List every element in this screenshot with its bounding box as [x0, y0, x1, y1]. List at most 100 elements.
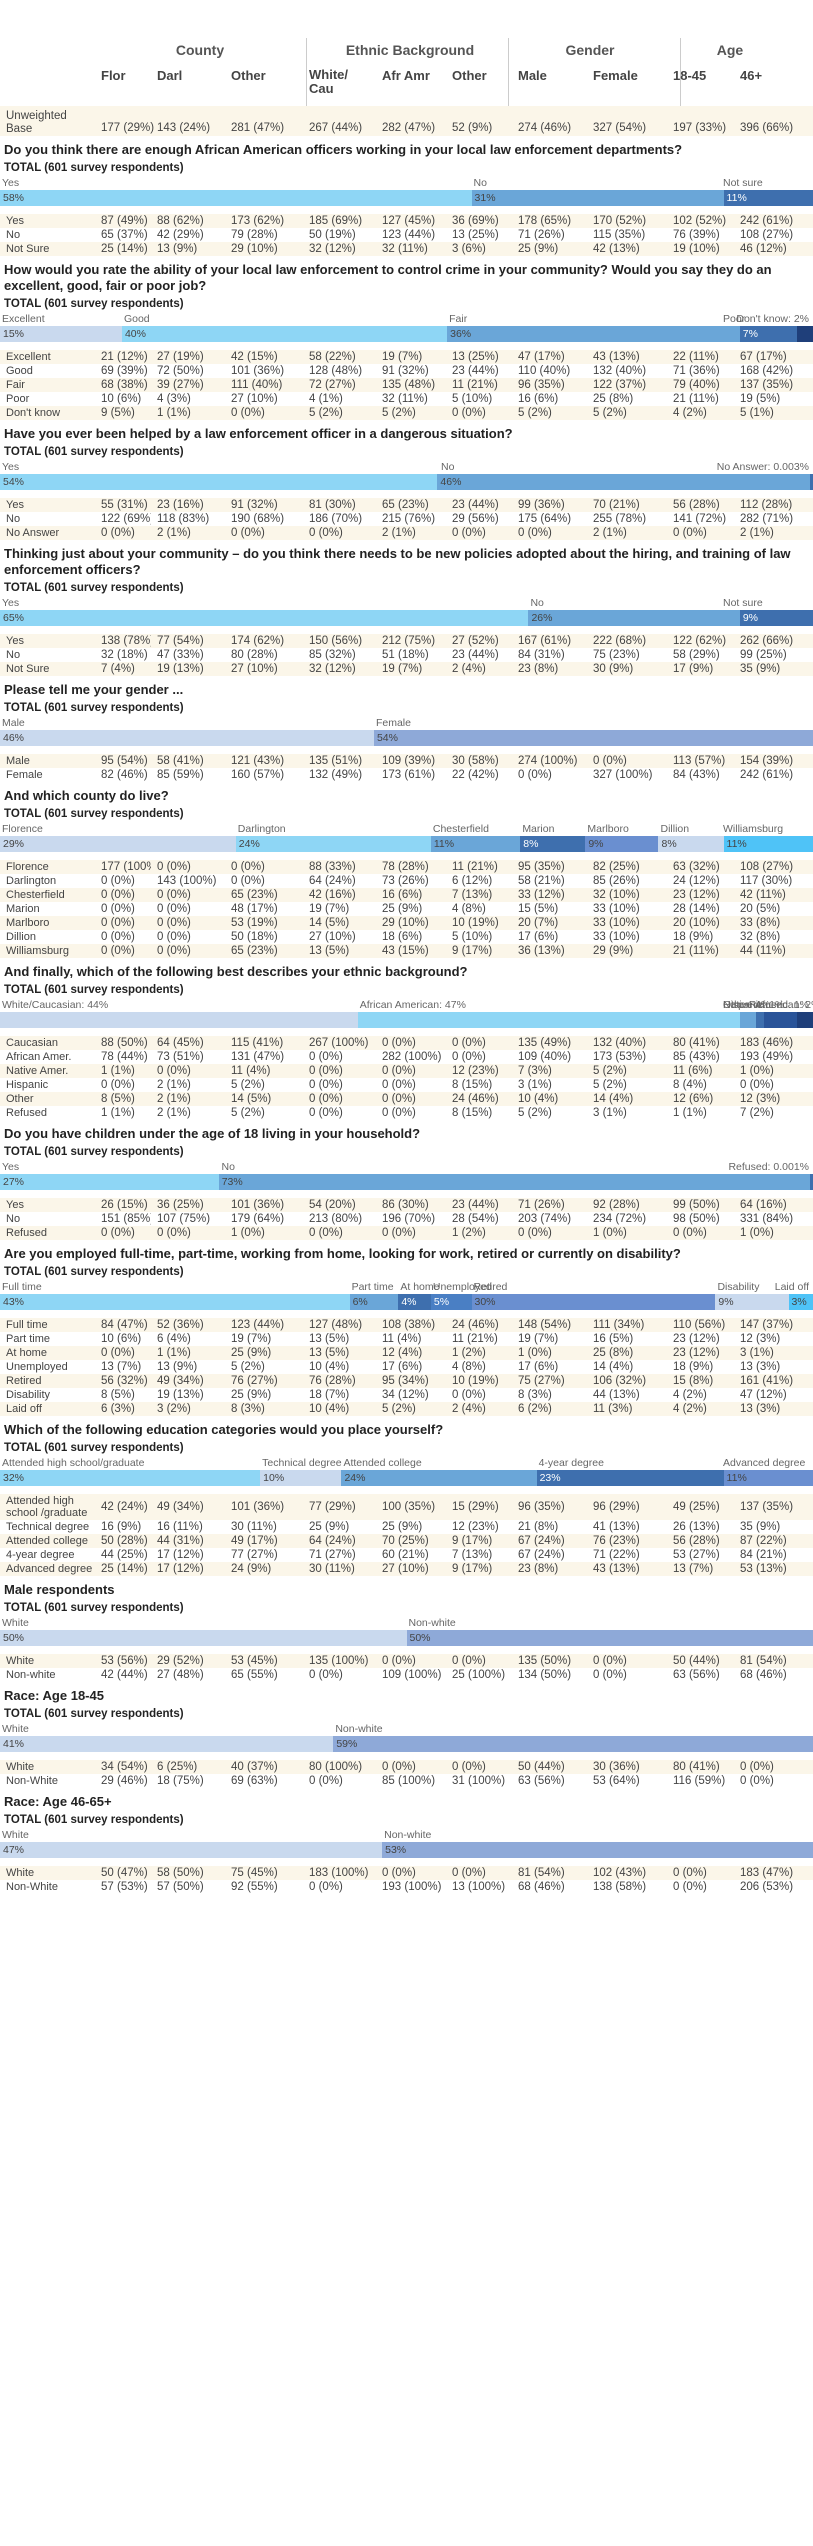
cell-value: 99 (50%): [667, 1198, 734, 1212]
bar-segment: 29%: [0, 836, 236, 852]
bar-segment-label: Non-white: [384, 1829, 432, 1841]
cell-value: 25 (8%): [593, 393, 634, 405]
total-respondents: TOTAL (601 survey respondents): [4, 1442, 184, 1454]
col-afr-amr: Afr Amr: [382, 68, 430, 83]
bar-segment-label: Darlington: [237, 823, 286, 835]
bar-segment-label: No: [441, 461, 455, 473]
cell-value: 9 (17%): [446, 1562, 512, 1576]
cell-value: 77 (54%): [151, 634, 225, 648]
cell-value: 58 (41%): [151, 754, 225, 768]
cell-value: 27 (10%): [231, 393, 278, 405]
cell-value: 0 (0%): [376, 1092, 446, 1106]
bar-segment: 4%: [398, 1294, 431, 1310]
cell-value: 193 (49%): [740, 1051, 794, 1063]
table-row: Marlboro 0 (0%) 0 (0%) 53 (19%) 14 (5%) 29 (1…: [0, 916, 813, 930]
cell-value: 5 (2%): [587, 1064, 667, 1078]
cell-value: 117 (30%): [740, 875, 793, 887]
cell-value: 56 (28%): [667, 498, 734, 512]
cell-value: 0 (0%): [376, 1064, 446, 1078]
cell-value: 42 (44%): [101, 1669, 148, 1681]
cell-value: 143 (100%): [157, 875, 217, 887]
cell-value: 0 (0%): [452, 1389, 486, 1401]
cell-value: 127 (48%): [303, 1318, 376, 1332]
crosstab-table: Yes 55 (31%) 23 (16%) 91 (32%) 81 (30%) 65 (2…: [0, 498, 813, 540]
cell-value: 135 (51%): [303, 754, 376, 768]
cell-value: 0 (0%): [151, 1064, 225, 1078]
table-row: Advanced degree 25 (14%) 17 (12%) 24 (9%) 30…: [0, 1562, 813, 1576]
cell-value: 0 (0%): [95, 1226, 151, 1240]
bar-segment: 65%: [0, 610, 529, 626]
cell-value: 23 (12%): [667, 1346, 734, 1360]
bar-segment-label: Williamsburg: [723, 823, 784, 835]
bar-segment-label: Disability: [717, 1281, 760, 1293]
cell-value: 10 (4%): [512, 1092, 587, 1106]
cell-value: 19 (7%): [231, 1333, 272, 1345]
cell-value: 10 (6%): [101, 393, 142, 405]
cell-value: 15 (5%): [518, 903, 559, 915]
cell-value: 22 (11%): [667, 350, 734, 364]
cell-value: 0 (0%): [225, 526, 303, 540]
cell-value: 6 (12%): [452, 875, 493, 887]
cell-value: 50 (18%): [231, 931, 278, 943]
cell-value: 16 (11%): [157, 1521, 203, 1533]
cell-value: 222 (68%): [587, 634, 667, 648]
result-bar: Yes No Not sure 65% 26% 9%: [0, 596, 813, 626]
question-text: Which of the following education categor…: [4, 1422, 444, 1437]
cell-value: 134 (50%): [518, 1669, 572, 1681]
bar-segment-label: Native American: 2%: [723, 999, 813, 1011]
cell-value: 50 (44%): [512, 1760, 587, 1774]
cell-value: 0 (0%): [667, 1866, 734, 1880]
cell-value: 85 (100%): [382, 1775, 436, 1787]
cell-value: 86 (30%): [376, 1198, 446, 1212]
cell-value: 71 (26%): [518, 229, 565, 241]
bar-segment-label: No Answer: 0.003%: [716, 461, 809, 473]
cell-value: 4 (8%): [452, 903, 486, 915]
cell-value: 19 (13%): [151, 662, 225, 676]
cell-value: 13 (5%): [303, 944, 376, 958]
bar-segment: [810, 1174, 813, 1190]
cell-value: 0 (0%): [740, 1775, 774, 1787]
cell-value: 168 (42%): [740, 365, 794, 377]
cell-value: 32 (18%): [101, 649, 148, 661]
cell-value: 1 (0%): [512, 1346, 587, 1360]
row-label: At home: [0, 1346, 95, 1360]
cell-value: 70 (21%): [587, 498, 667, 512]
bar-segment: 23%: [536, 1470, 724, 1486]
cell-value: 47 (33%): [157, 649, 204, 661]
cell-value: 81 (30%): [303, 498, 376, 512]
cell-value: 121 (43%): [225, 754, 303, 768]
cell-value: 137 (35%): [734, 378, 813, 392]
cell-value: 0 (0%): [446, 526, 512, 540]
cell-value: 101 (36%): [225, 1198, 303, 1212]
cell-value: 24 (46%): [446, 1092, 512, 1106]
cell-value: 173 (53%): [593, 1051, 647, 1063]
cell-value: 47 (17%): [512, 350, 587, 364]
cell-value: 0 (0%): [452, 1051, 486, 1063]
cell-value: 7 (13%): [446, 888, 512, 902]
cell-value: 150 (56%): [303, 634, 376, 648]
cell-value: 13 (7%): [667, 1562, 734, 1576]
cell-value: 46 (12%): [734, 242, 813, 256]
cell-value: 20 (10%): [667, 916, 734, 930]
cell-value: 27 (10%): [225, 662, 303, 676]
cell-value: 5 (2%): [512, 406, 587, 420]
cell-value: 20 (5%): [740, 903, 781, 915]
cell-value: 12 (6%): [667, 1092, 734, 1106]
cell-value: 25 (9%): [382, 903, 423, 915]
cell-value: 206 (53%): [740, 1881, 794, 1893]
cell-value: 183 (47%): [734, 1866, 813, 1880]
cell-value: 75 (23%): [593, 649, 640, 661]
row-label: Florence: [0, 860, 95, 874]
question-text: Do you have children under the age of 18…: [4, 1126, 421, 1141]
cell-value: 135 (49%): [512, 1036, 587, 1050]
row-label: Not Sure: [0, 242, 95, 256]
table-row: Yes 138 (78%) 77 (54%) 174 (62%) 150 (56%) 21…: [0, 634, 813, 648]
bar-segment: 73%: [218, 1174, 810, 1190]
cell-value: 13 (9%): [157, 1361, 198, 1373]
cell-value: 42 (29%): [157, 229, 204, 241]
cell-value: 23 (44%): [452, 649, 499, 661]
group-ethnic: Ethnic Background: [345, 42, 475, 58]
table-row: Full time 84 (47%) 52 (36%) 123 (44%) 127 (4…: [0, 1318, 813, 1332]
cell-value: 0 (0%): [673, 1881, 707, 1893]
cell-value: 110 (56%): [667, 1318, 734, 1332]
